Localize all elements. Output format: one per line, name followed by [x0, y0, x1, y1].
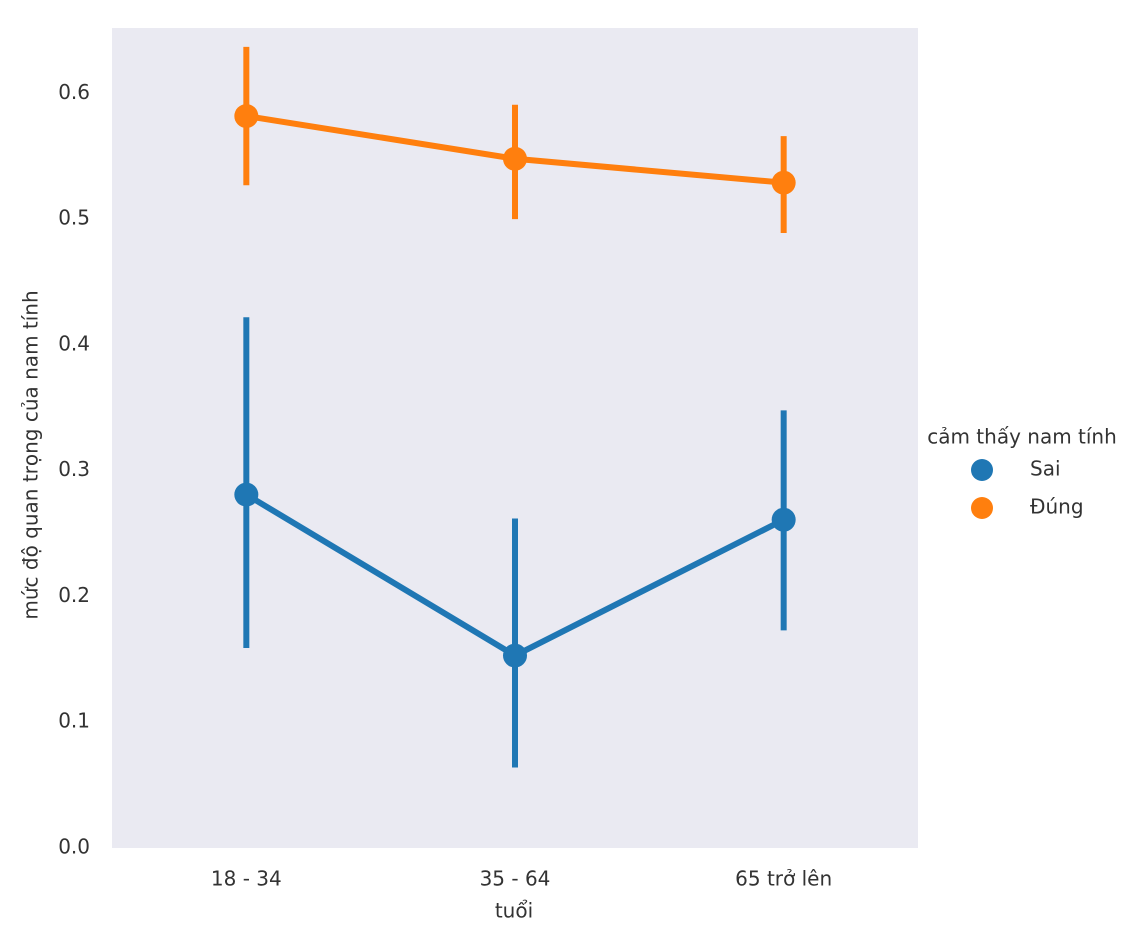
y-tick-label: 0.3 [58, 457, 90, 481]
y-axis-label: mức độ quan trọng của nam tính [19, 290, 43, 619]
y-tick-label: 0.0 [58, 835, 90, 859]
x-tick-label: 35 - 64 [480, 867, 551, 891]
point [771, 507, 796, 532]
point [503, 146, 527, 171]
point [234, 104, 259, 129]
y-tick-label: 0.1 [58, 709, 90, 733]
x-tick-label: 65 trở lên [735, 867, 832, 891]
legend-label: Đúng [1030, 495, 1084, 519]
y-tick-label: 0.5 [58, 206, 90, 230]
y-tick-label: 0.4 [58, 331, 90, 355]
legend-marker [971, 497, 993, 519]
point [503, 643, 527, 668]
point [234, 482, 259, 507]
legend-marker [971, 459, 993, 481]
y-tick-label: 0.6 [58, 80, 90, 104]
x-axis-label: tuổi [495, 899, 533, 923]
legend-label: Sai [1030, 457, 1061, 481]
legend-title: cảm thấy nam tính [927, 425, 1117, 449]
point [771, 170, 796, 195]
x-tick-label: 18 - 34 [211, 867, 282, 891]
y-tick-label: 0.2 [58, 583, 90, 607]
